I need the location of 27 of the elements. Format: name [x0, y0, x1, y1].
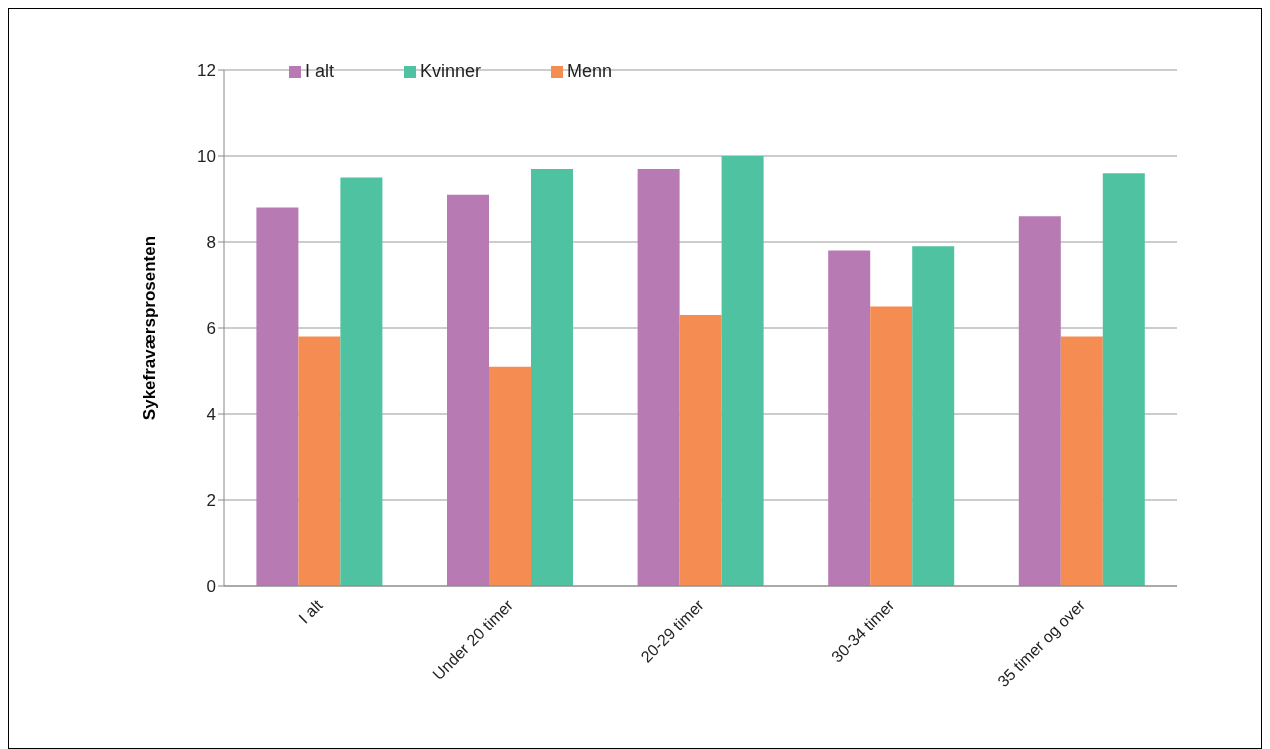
bar: [637, 168, 680, 586]
y-tick-label: 6: [206, 319, 216, 339]
bar: [721, 156, 764, 586]
bar: [489, 366, 531, 586]
bar: [340, 177, 383, 586]
bar: [256, 207, 299, 586]
x-tick-label: I alt: [295, 595, 327, 627]
bar: [1102, 173, 1145, 586]
y-axis-title: Sykefraværsprosenten: [140, 235, 160, 421]
bar: [1060, 336, 1103, 586]
bar: [679, 315, 722, 586]
legend-label: Kvinner: [420, 61, 482, 81]
bar: [870, 306, 913, 586]
bar: [1018, 216, 1061, 586]
bar: [912, 246, 955, 586]
y-tick-label: 8: [206, 233, 216, 253]
legend-label: I alt: [305, 61, 335, 81]
y-tick-label: 12: [197, 61, 216, 81]
y-tick-label: 2: [206, 491, 216, 511]
bar: [828, 250, 871, 586]
legend-label: Menn: [567, 61, 613, 81]
bar: [447, 194, 489, 586]
y-tick-label: 4: [206, 405, 216, 425]
bar: [531, 168, 573, 586]
bar: [298, 336, 341, 586]
y-tick-label: 0: [206, 577, 216, 597]
y-tick-label: 10: [197, 147, 216, 167]
